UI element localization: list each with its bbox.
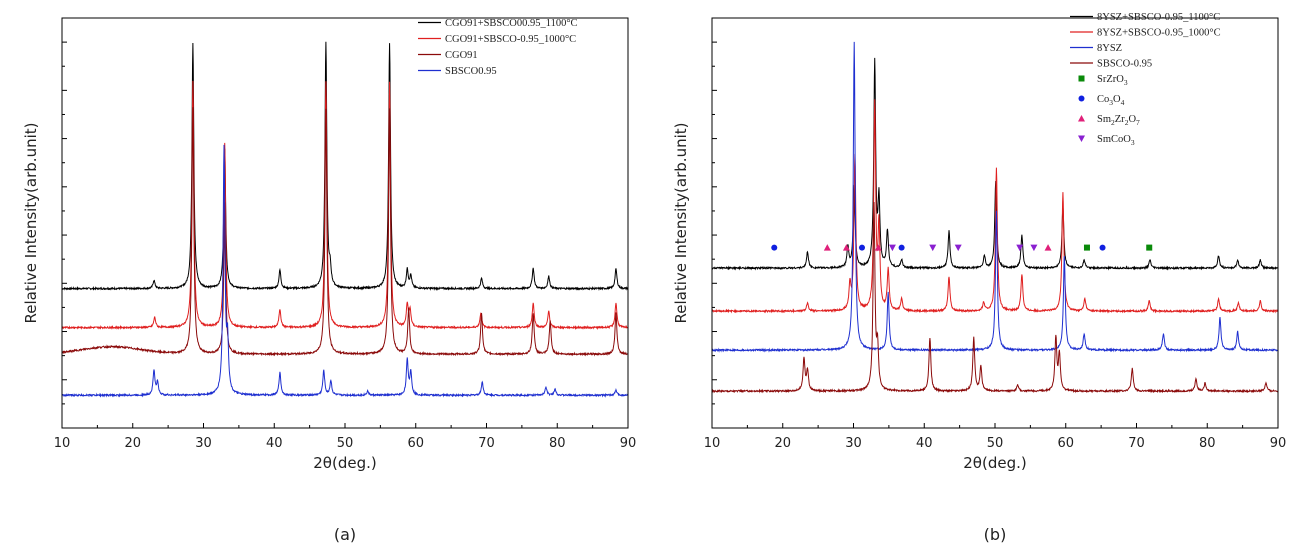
series-group — [62, 42, 628, 396]
legend-entry-3: SBSCO-0.95 — [1097, 59, 1152, 70]
legend-marker-2 — [1078, 115, 1085, 122]
x-tick-label: 40 — [916, 436, 933, 451]
phase-marker-SrZrO3-0 — [1084, 245, 1090, 251]
phase-marker-SmCoO3-1 — [929, 245, 936, 252]
legend: 8YSZ+SBSCO-0.95_1100°C 8YSZ+SBSCO-0.95_10… — [1070, 12, 1221, 147]
panel-label: (b) — [984, 525, 1007, 544]
phase-marker-SrZrO3-1 — [1146, 245, 1152, 251]
phase-marker-SmCoO3-4 — [1030, 245, 1037, 252]
y-axis-label: Relative Intensity(arb.unit) — [672, 123, 690, 324]
legend-entry-1: 8YSZ+SBSCO-0.95_1000°C — [1097, 28, 1221, 39]
x-axis-label: 2θ(deg.) — [313, 454, 376, 472]
phase-marker-Co3O4-2 — [899, 245, 905, 251]
legend-marker-1 — [1079, 96, 1085, 102]
series-line-3 — [62, 145, 628, 396]
x-tick-label: 40 — [266, 436, 283, 451]
x-tick-label: 80 — [1199, 436, 1216, 451]
legend-entry-2: CGO91 — [445, 50, 478, 61]
phase-marker-Sm2Zr2O7-1 — [843, 244, 850, 251]
legend-marker-3 — [1078, 136, 1085, 143]
phase-marker-SmCoO3-2 — [955, 245, 962, 252]
legend-entry-1: CGO91+SBSCO-0.95_1000°C — [445, 34, 576, 45]
legend-entry-0: 8YSZ+SBSCO-0.95_1100°C — [1097, 12, 1220, 23]
panel-label: (a) — [334, 525, 356, 544]
phase-marker-Sm2Zr2O7-3 — [1045, 244, 1052, 251]
legend-marker-0 — [1079, 76, 1085, 82]
series-group — [712, 42, 1278, 392]
series-line-0 — [62, 42, 628, 290]
x-tick-label: 50 — [987, 436, 1004, 451]
legend-phase-1: Co3O4 — [1097, 94, 1125, 107]
phase-marker-Sm2Zr2O7-0 — [824, 244, 831, 251]
x-tick-label: 50 — [337, 436, 354, 451]
x-tick-label: 10 — [704, 436, 721, 451]
legend-phase-2: Sm2Zr2O7 — [1097, 114, 1140, 127]
x-tick-label: 60 — [1057, 436, 1074, 451]
plot-frame — [62, 18, 628, 428]
legend-phase-0: SrZrO3 — [1097, 74, 1128, 87]
y-axis-label: Relative Intensity(arb.unit) — [22, 123, 40, 324]
x-tick-label: 70 — [1128, 436, 1145, 451]
x-tick-label: 90 — [620, 436, 637, 451]
panel-b: 10 20 30 40 50 60 70 80 90 2θ(deg.) Relative Inten… — [672, 12, 1286, 544]
phase-marker-SmCoO3-0 — [889, 245, 896, 252]
phase-marker-Co3O4-0 — [771, 245, 777, 251]
legend-phase-3: SmCoO3 — [1097, 134, 1135, 147]
x-tick-label: 30 — [195, 436, 212, 451]
series-line-2 — [62, 107, 628, 355]
legend: CGO91+SBSCO00.95_1100°C CGO91+SBSCO-0.95_… — [418, 18, 578, 77]
x-tick-label: 10 — [54, 436, 71, 451]
phase-marker-Co3O4-3 — [1100, 245, 1106, 251]
x-tick-label: 60 — [407, 436, 424, 451]
x-tick-label: 90 — [1270, 436, 1287, 451]
phase-marker-Co3O4-1 — [859, 245, 865, 251]
series-line-1 — [62, 81, 628, 328]
x-tick-label: 70 — [478, 436, 495, 451]
legend-entry-3: SBSCO0.95 — [445, 66, 497, 77]
panel-a: 10 20 30 40 50 60 70 80 90 2θ(deg.) Relative Inten… — [22, 18, 636, 544]
x-tick-label: 20 — [774, 436, 791, 451]
x-tick-label: 20 — [124, 436, 141, 451]
legend-entry-0: CGO91+SBSCO00.95_1100°C — [445, 18, 578, 29]
x-axis-label: 2θ(deg.) — [963, 454, 1026, 472]
phase-marker-SmCoO3-3 — [1016, 245, 1023, 252]
x-tick-label: 30 — [845, 436, 862, 451]
x-tick-label: 80 — [549, 436, 566, 451]
legend-entry-2: 8YSZ — [1097, 43, 1122, 54]
